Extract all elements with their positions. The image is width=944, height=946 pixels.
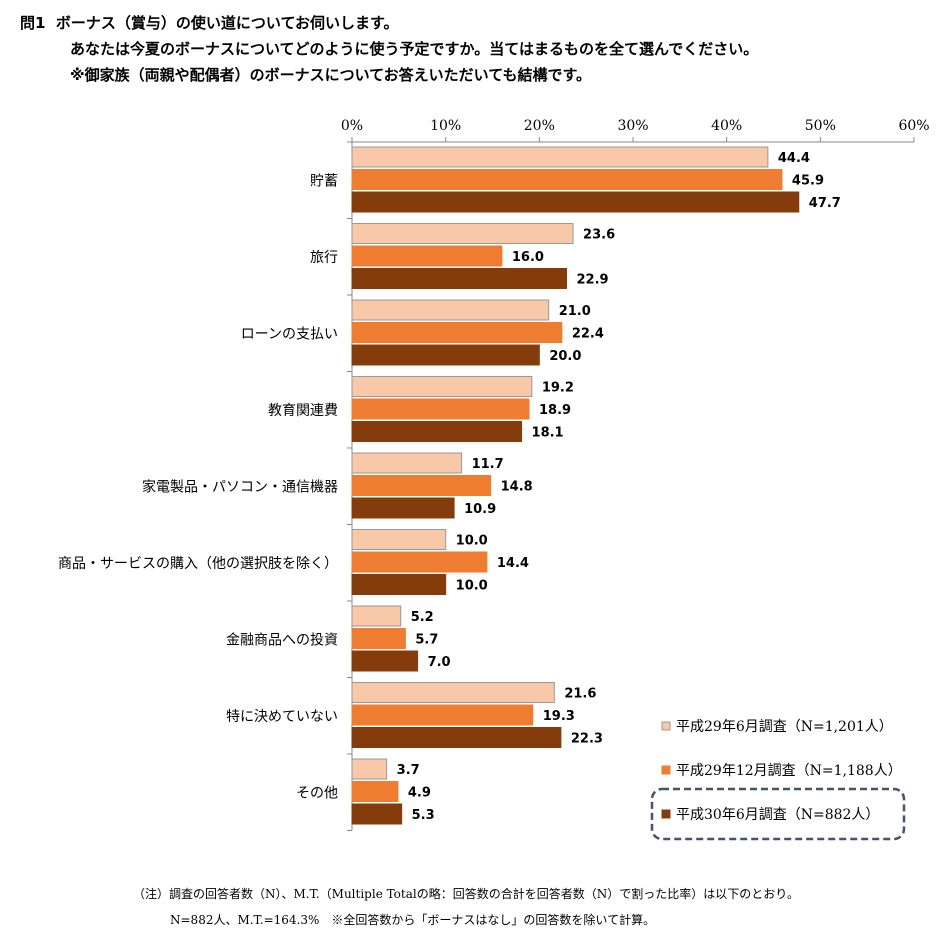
- legend-label-1: 平成29年6月調査（N=1,201人）: [676, 719, 893, 735]
- data-label: 10.0: [456, 579, 488, 594]
- data-label: 20.0: [549, 349, 581, 364]
- legend-swatch-1: [661, 721, 671, 731]
- bar-series-3: [351, 497, 455, 519]
- data-label: 45.9: [792, 174, 824, 189]
- bar-series-2: [351, 169, 783, 190]
- category-label: 特に決めていない: [226, 709, 338, 725]
- data-label: 10.9: [464, 502, 496, 517]
- data-label: 16.0: [512, 250, 544, 265]
- data-label: 5.2: [411, 610, 434, 625]
- data-label: 14.4: [497, 556, 529, 571]
- bar-series-3: [351, 727, 562, 748]
- bar-series-3: [351, 574, 447, 595]
- question-line-2: あなたは今夏のボーナスについてどのように使う予定ですか。当てはまるものを全て選ん…: [70, 40, 759, 58]
- bar-chart: 0% 10% 20% 30% 40% 50% 60% 貯蓄 44.4 45.9 47.7 旅行 23.6…: [58, 118, 930, 841]
- bar-series-3: [351, 344, 540, 366]
- footnote-line-2: N=882人、M.T.=164.3% ※全回答数から「ボーナスはなし」の回答数を…: [170, 913, 656, 927]
- category-label: 商品・サービスの購入（他の選択肢を除く）: [58, 556, 338, 572]
- legend-label-2: 平成29年12月調査（N=1,188人）: [676, 763, 902, 779]
- legend-highlight-box: [650, 787, 906, 841]
- data-label: 4.9: [408, 786, 431, 801]
- data-label: 10.0: [456, 534, 488, 549]
- bar-series-1: [351, 452, 463, 474]
- bar-series-1: [351, 758, 388, 780]
- question-line-3: ※御家族（両親や配偶者）のボーナスについてお答えいただいても結構です。: [70, 66, 591, 84]
- data-label: 3.7: [397, 763, 420, 778]
- category-label: 旅行: [310, 250, 338, 266]
- data-label: 18.1: [532, 426, 564, 441]
- x-tick-label: 40%: [711, 118, 742, 134]
- bar-series-2: [351, 551, 488, 573]
- x-tick-label: 10%: [430, 118, 461, 134]
- category-label: 貯蓄: [310, 173, 338, 189]
- bar-series-1: [351, 299, 550, 321]
- data-label: 22.4: [572, 327, 604, 342]
- x-tick-label: 60%: [898, 118, 929, 134]
- bar-series-1: [351, 146, 769, 168]
- bar-series-2: [351, 475, 492, 496]
- data-label: 23.6: [583, 228, 615, 243]
- x-tick-label: 20%: [524, 118, 555, 134]
- question-heading: 問1 ボーナス（賞与）の使い道についてお伺いします。: [20, 12, 399, 33]
- data-label: 22.3: [571, 732, 603, 747]
- data-label: 5.3: [412, 808, 435, 823]
- bar-series-2: [351, 781, 399, 802]
- bar-series-3: [351, 803, 403, 825]
- bar-series-1: [351, 605, 402, 627]
- category-label: ローンの支払い: [241, 326, 338, 342]
- bar-series-2: [351, 704, 534, 726]
- bar-series-1: [351, 376, 533, 397]
- category-label: 家電製品・パソコン・通信機器: [142, 478, 338, 495]
- data-label: 7.0: [428, 655, 451, 670]
- x-tick-label: 30%: [617, 118, 648, 134]
- category-label: その他: [296, 785, 338, 801]
- data-label: 19.2: [542, 381, 574, 396]
- question-number: 問1: [20, 14, 46, 32]
- footnote-line-1: （注）調査の回答者数（N）、M.T.（Multiple Totalの略：回答数の…: [133, 887, 799, 901]
- legend-label-3: 平成30年6月調査（N=882人）: [676, 807, 879, 823]
- data-label: 22.9: [576, 273, 608, 288]
- bar-series-1: [351, 529, 447, 550]
- legend-swatch-2: [661, 765, 671, 775]
- data-label: 14.8: [501, 480, 533, 495]
- bar-series-3: [351, 191, 800, 213]
- category-label: 教育関連費: [268, 403, 338, 419]
- x-tick-label: 50%: [805, 118, 836, 134]
- question-line-1: ボーナス（賞与）の使い道についてお伺いします。: [55, 14, 399, 32]
- data-label: 19.3: [543, 709, 575, 724]
- x-tick-label: 0%: [341, 118, 363, 134]
- bar-series-1: [351, 682, 555, 703]
- data-label: 47.7: [809, 196, 841, 211]
- data-label: 21.6: [564, 687, 596, 702]
- bar-series-3: [351, 650, 419, 672]
- category-label: 金融商品への投資: [226, 632, 338, 648]
- data-label: 44.4: [778, 151, 810, 166]
- bar-series-3: [351, 268, 567, 289]
- legend-swatch-3: [661, 809, 671, 819]
- bar-series-2: [351, 398, 530, 420]
- data-label: 21.0: [559, 304, 591, 319]
- bar-series-2: [351, 245, 503, 267]
- bar-series-2: [351, 628, 406, 649]
- bar-series-2: [351, 322, 563, 343]
- bar-series-3: [351, 421, 523, 442]
- data-label: 18.9: [539, 403, 571, 418]
- bar-series-1: [351, 223, 574, 244]
- data-label: 11.7: [472, 457, 504, 472]
- data-label: 5.7: [415, 633, 438, 648]
